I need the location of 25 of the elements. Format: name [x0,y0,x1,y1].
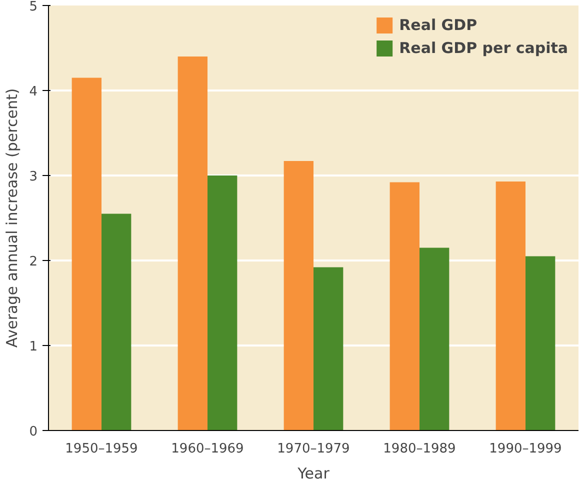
x-axis-title: Year [296,464,330,482]
x-tick-label: 1990–1999 [489,442,562,456]
y-tick-label: 3 [29,170,38,184]
bar [178,56,208,430]
x-tick-label: 1970–1979 [277,442,350,456]
y-axis-title: Average annual increase (percent) [3,88,22,348]
y-tick-label: 4 [29,84,38,100]
bar [496,181,526,430]
legend-label: Real GDP per capita [399,39,568,57]
bar [526,256,556,430]
y-tick-label: 0 [29,424,38,440]
bar [284,161,314,430]
bar [208,176,238,430]
legend-label: Real GDP [399,16,478,34]
bar [314,267,344,430]
y-tick-label: 1 [29,340,38,354]
bar [390,182,420,430]
y-tick-label: 2 [29,254,38,270]
y-tick-label: 5 [29,0,38,14]
x-tick-label: 1980–1989 [383,442,456,456]
bar [420,248,450,430]
bar [102,214,132,430]
x-tick-label: 1950–1959 [65,442,138,456]
x-tick-label: 1960–1969 [171,442,244,456]
bar [72,78,102,430]
